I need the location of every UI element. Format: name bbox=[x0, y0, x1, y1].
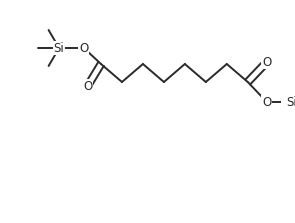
Text: Si: Si bbox=[286, 95, 295, 109]
Text: Si: Si bbox=[54, 41, 64, 54]
Text: O: O bbox=[262, 56, 271, 68]
Text: O: O bbox=[262, 95, 271, 109]
Text: O: O bbox=[83, 80, 92, 93]
Text: O: O bbox=[79, 41, 88, 54]
